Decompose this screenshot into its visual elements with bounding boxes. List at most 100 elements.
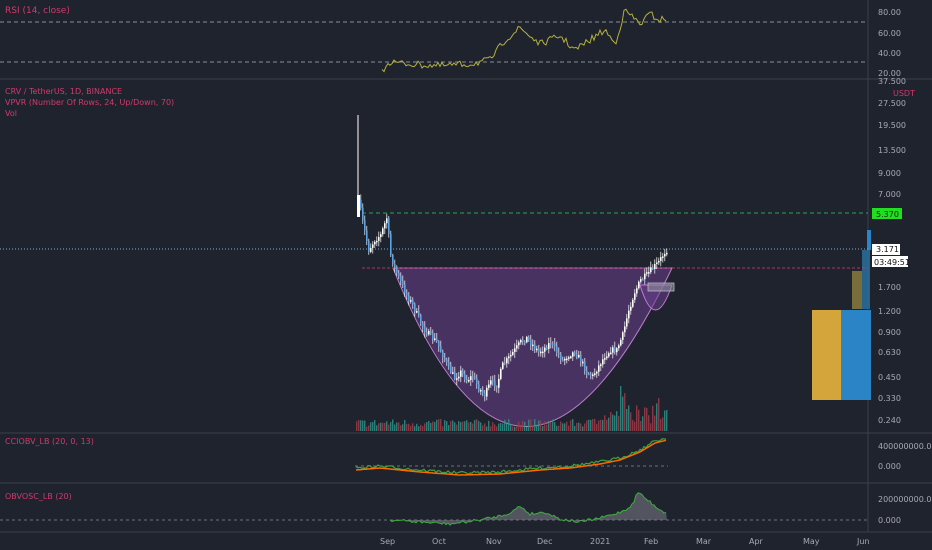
volume-bar [514, 426, 516, 431]
price-candles [357, 115, 668, 402]
osc-pane[interactable]: OBVOSC_LB (20) 200000000.000 0.000 [0, 492, 932, 526]
candle-body [378, 237, 380, 241]
candle-body [468, 380, 470, 382]
current-price-tag [872, 244, 900, 255]
rsi-pane[interactable]: RSI (14, close) 80.00 60.00 40.00 20.00 [0, 6, 901, 78]
volume-bar [566, 421, 568, 431]
candle-body [540, 351, 542, 354]
candle-body [516, 345, 518, 349]
volume-bar [434, 422, 436, 431]
candle-body [370, 247, 372, 252]
candle-body [380, 234, 382, 238]
volume-bar [476, 419, 478, 431]
candle-body [588, 373, 590, 376]
main-price-pane[interactable]: CRV / TetherUS, 1D, BINANCE VPVR (Number… [0, 77, 915, 431]
candle-body [552, 343, 554, 345]
candle-body [444, 357, 446, 360]
volume-bar [640, 420, 642, 431]
candle-body [594, 373, 596, 375]
price-tick: 0.330 [878, 394, 901, 403]
volume-bar [512, 426, 514, 431]
candle-body [430, 331, 432, 334]
volume-bar [606, 419, 608, 431]
volume-bar [656, 403, 658, 431]
candle-body [556, 346, 558, 353]
osc-label: OBVOSC_LB (20) [5, 492, 72, 501]
volume-bar [664, 410, 666, 431]
candle-body [490, 380, 492, 385]
price-tick: 27.500 [878, 99, 906, 108]
candle-body [608, 353, 610, 357]
time-label-apr: Apr [749, 537, 764, 546]
candle-body [630, 306, 632, 311]
volume-bar [364, 420, 366, 431]
vpvr-blue-bar [841, 310, 871, 400]
volume-bar [644, 407, 646, 431]
candle-body [396, 267, 398, 273]
candle-body [504, 362, 506, 365]
vpvr-yellow-bar [812, 310, 841, 400]
price-tick: 7.000 [878, 190, 901, 199]
volume-bar [456, 424, 458, 431]
vpvr-thin-blue [867, 230, 871, 250]
volume-bar [618, 416, 620, 431]
candle-body [512, 352, 514, 355]
volume-bar [454, 422, 456, 431]
price-tick: 0.240 [878, 416, 901, 425]
time-axis[interactable]: Sep Oct Nov Dec 2021 Feb Mar Apr May Jun [380, 537, 870, 546]
volume-bar [632, 419, 634, 431]
candle-body [486, 387, 488, 397]
candle-body [640, 279, 642, 282]
volume-bar [498, 423, 500, 431]
candle-body [418, 311, 420, 316]
candle-body [520, 340, 522, 343]
candle-body [400, 276, 402, 281]
candle-body [480, 390, 482, 392]
candle-body [534, 344, 536, 350]
candle-body [458, 376, 460, 379]
volume-bar [388, 424, 390, 431]
price-tick: 13.500 [878, 146, 906, 155]
volume-bar [444, 420, 446, 431]
candle-body [536, 348, 538, 351]
candle-body [398, 272, 400, 277]
candle-body [574, 352, 576, 355]
candle-body [376, 240, 378, 243]
volume-bar [574, 425, 576, 431]
volume-bar [648, 415, 650, 431]
volume-bar [652, 405, 654, 431]
volume-bar [660, 418, 662, 431]
candle-body [442, 351, 444, 358]
volume-bar [586, 420, 588, 431]
candle-body [488, 384, 490, 388]
volume-bar [496, 426, 498, 431]
candle-body [600, 364, 602, 366]
volume-bar [532, 425, 534, 431]
volume-bar [522, 420, 524, 431]
candle-body [402, 280, 404, 285]
candle-body [606, 356, 608, 359]
candle-body [614, 347, 616, 353]
candle-body [518, 342, 520, 346]
candle-body [460, 370, 462, 377]
candle-body [616, 348, 618, 353]
candle-body [502, 362, 504, 369]
candle-body [452, 372, 454, 374]
candle-body [472, 376, 474, 378]
candle-body [524, 341, 526, 344]
volume-bar [472, 423, 474, 431]
candle-body [408, 295, 410, 301]
volume-bar [638, 409, 640, 431]
candle-body [392, 255, 394, 264]
candle-body [450, 365, 452, 373]
volume-bar [540, 420, 542, 431]
candle-body [506, 358, 508, 364]
candle-body [414, 303, 416, 312]
volume-bars [356, 385, 668, 431]
osc-line [389, 492, 667, 526]
obv-pane[interactable]: CCIOBV_LB (20, 0, 13) 400000000.000 0.00… [5, 437, 932, 476]
candle-body [632, 299, 634, 307]
time-label-jun: Jun [856, 537, 870, 546]
price-tick: 37.500 [878, 77, 906, 86]
